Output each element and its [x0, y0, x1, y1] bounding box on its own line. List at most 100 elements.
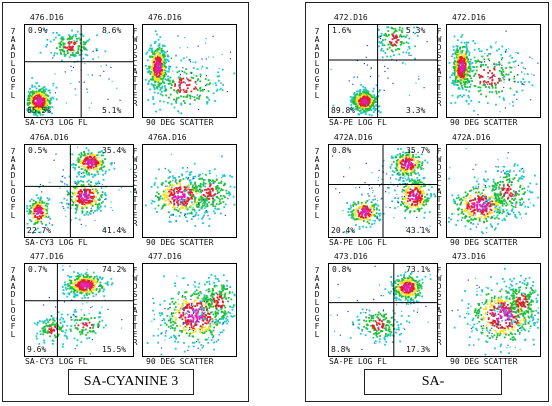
event-dot [362, 109, 365, 112]
event-dot [164, 204, 167, 207]
event-dot [189, 190, 191, 192]
event-dot [87, 269, 89, 271]
event-dot [92, 284, 95, 287]
event-dot [484, 53, 486, 55]
event-dot [87, 277, 90, 280]
event-dot [402, 51, 405, 54]
event-dot [352, 83, 354, 85]
event-dot [38, 85, 40, 87]
event-dot [208, 225, 211, 227]
event-dot [38, 97, 41, 99]
event-dot [50, 331, 53, 334]
event-dot [36, 337, 38, 340]
event-dot [66, 38, 69, 41]
event-dot [91, 292, 94, 295]
event-dot [28, 208, 31, 211]
event-dot [224, 312, 227, 315]
event-dot [464, 69, 467, 72]
event-dot [26, 227, 29, 229]
event-dot [104, 282, 107, 285]
event-dot [189, 315, 191, 318]
event-dot [375, 96, 378, 99]
event-dot [90, 306, 92, 309]
event-dot [202, 327, 204, 330]
event-dot [182, 88, 185, 91]
event-dot [361, 98, 363, 101]
event-dot [197, 297, 199, 299]
event-dot [110, 206, 112, 209]
event-dot [100, 166, 103, 169]
event-dot [174, 282, 176, 285]
event-dot [210, 293, 213, 296]
event-dot [76, 328, 79, 331]
event-dot [207, 194, 210, 197]
event-dot [43, 329, 46, 332]
event-dot [457, 55, 459, 58]
event-dot [157, 71, 160, 74]
event-dot [169, 184, 172, 186]
event-dot [60, 37, 62, 40]
event-dot [169, 93, 172, 96]
event-dot [183, 203, 186, 206]
event-dot [86, 166, 89, 169]
event-dot [92, 166, 95, 169]
event-dot [54, 326, 57, 329]
event-dot [413, 26, 415, 29]
event-dot [194, 328, 197, 331]
event-dot [76, 183, 78, 186]
event-dot [199, 87, 201, 90]
event-dot [193, 284, 195, 286]
event-dot [464, 56, 467, 58]
event-dot [162, 74, 165, 77]
event-dot [161, 332, 163, 334]
event-dot [196, 94, 198, 96]
event-dot [189, 328, 191, 330]
event-dot [358, 94, 361, 96]
event-dot [38, 95, 41, 97]
event-dot [227, 297, 230, 299]
event-dot [74, 88, 76, 90]
event-dot [501, 73, 503, 76]
event-dot [223, 184, 225, 187]
event-dot [498, 69, 501, 72]
event-dot [87, 188, 90, 191]
event-dot [216, 195, 219, 198]
event-dot [97, 173, 100, 175]
event-dot [399, 156, 401, 159]
event-dot [164, 88, 167, 91]
event-dot [80, 322, 82, 324]
event-dot [34, 104, 36, 106]
event-dot [357, 95, 360, 98]
event-dot [74, 55, 77, 57]
event-dot [182, 203, 185, 206]
event-dot [62, 42, 65, 45]
event-dot [37, 101, 39, 104]
event-dot [193, 300, 196, 303]
event-dot [92, 176, 94, 178]
event-dot [47, 216, 49, 219]
event-dot [169, 193, 172, 196]
event-dot [100, 154, 103, 157]
event-dot [454, 101, 457, 104]
event-dot [217, 208, 220, 210]
event-dot [370, 75, 372, 78]
event-dot [167, 188, 169, 191]
event-dot [99, 316, 101, 318]
event-dot [384, 65, 386, 67]
event-dot [166, 199, 169, 201]
event-dot [200, 315, 203, 318]
event-dot [74, 199, 77, 202]
event-dot [186, 94, 189, 97]
event-dot [204, 173, 207, 176]
event-dot [49, 91, 51, 94]
event-dot [31, 77, 34, 79]
event-dot [74, 327, 77, 329]
event-dot [199, 73, 202, 76]
event-dot [184, 316, 187, 319]
event-dot [531, 84, 534, 87]
event-dot [47, 321, 50, 324]
event-dot [350, 98, 353, 101]
quadrant-ll-percent: 85.5% [27, 106, 52, 115]
event-dot [189, 103, 191, 105]
event-dot [468, 54, 471, 57]
